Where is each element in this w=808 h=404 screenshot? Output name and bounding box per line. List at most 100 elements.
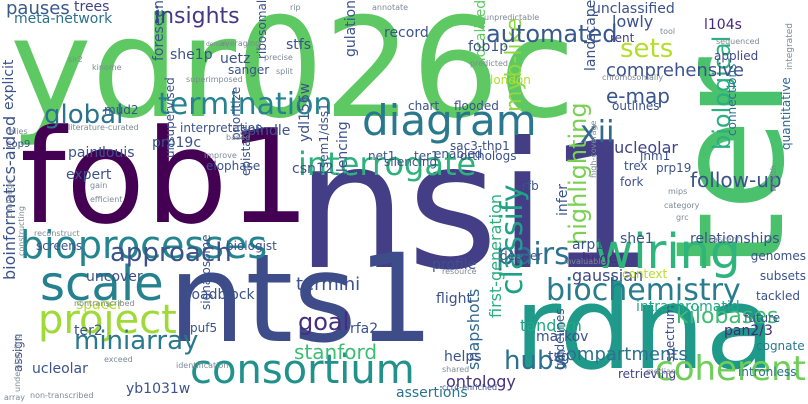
word-split: split bbox=[276, 67, 293, 76]
word-nsi1: nsi1 bbox=[296, 106, 659, 309]
word-future: future bbox=[744, 311, 781, 325]
word-mips: mips bbox=[668, 187, 688, 196]
word-tandem: tandem bbox=[520, 316, 582, 335]
word-deeper: deeper bbox=[500, 249, 543, 263]
word-integrated: integrated bbox=[785, 23, 795, 70]
word-ontology: ontology bbox=[446, 372, 516, 391]
word-compartments: compartments bbox=[556, 344, 688, 365]
word-exceed: exceed bbox=[104, 355, 133, 364]
word-spindle: spindle bbox=[240, 123, 291, 139]
word-jnm1: jnm1 bbox=[640, 149, 671, 163]
word-ccr4-enriched: ccr4-enriched bbox=[442, 383, 498, 392]
word-literature-curated: literature-curated bbox=[68, 123, 139, 132]
word-assertions: assertions bbox=[396, 385, 468, 401]
word-goal: goal bbox=[298, 308, 350, 336]
word-connections: connections bbox=[725, 63, 739, 136]
word-cop9: cop9 bbox=[6, 139, 31, 150]
word-cognate: cognate bbox=[756, 339, 805, 353]
word-subsets: subsets bbox=[759, 269, 806, 283]
word-array: array bbox=[4, 393, 25, 402]
word-bioprocesses: bioprocesses bbox=[20, 223, 268, 267]
word-hubs: hubs bbox=[504, 346, 568, 376]
word-biochemistry: biochemistry bbox=[546, 273, 741, 308]
word-trex: trex bbox=[624, 159, 648, 173]
word-silencing: silencing bbox=[384, 155, 438, 169]
word-non-transcribed: non-transcribed bbox=[30, 391, 94, 400]
word-ydl156w: ydl156w bbox=[297, 82, 313, 142]
word-elophase: elophase bbox=[206, 159, 261, 173]
word-category: category bbox=[664, 201, 700, 210]
word-kilobases: kilobases bbox=[676, 304, 779, 329]
word-pan2-3: pan2/3 bbox=[724, 323, 773, 339]
word-enabled: enabled bbox=[434, 147, 483, 161]
word-tsg: tsg bbox=[548, 349, 570, 365]
word-yb1031w: yb1031w bbox=[126, 381, 191, 397]
word-miniarray: miniarray bbox=[74, 326, 199, 356]
word-challenge: challenge bbox=[5, 179, 14, 218]
word-wiring: wiring bbox=[594, 224, 741, 280]
word-invaluable: invaluable bbox=[564, 257, 606, 266]
word-chromosomally: chromosomally bbox=[602, 73, 664, 82]
word-improve: improve bbox=[204, 151, 237, 160]
word-ter1: ter1 bbox=[414, 149, 439, 163]
word-louis: louis bbox=[102, 145, 135, 161]
word-sanger: sanger bbox=[228, 63, 270, 77]
word-wealth: wealth bbox=[769, 165, 778, 192]
word-lowly: lowly bbox=[612, 12, 654, 31]
word-termination: termination bbox=[158, 87, 333, 122]
word-averaging: averaging bbox=[220, 39, 261, 48]
word-spacer: spacer bbox=[76, 297, 123, 313]
word-screens: screens bbox=[36, 239, 83, 253]
word-rent: rent bbox=[610, 31, 635, 45]
word-outlines: outlines bbox=[612, 99, 660, 113]
word-high-coverage: high-coverage bbox=[589, 120, 598, 178]
word-csn12: csn12 bbox=[292, 161, 334, 177]
word-paint: paint bbox=[68, 145, 104, 161]
word-record: record bbox=[384, 25, 429, 41]
word-she1p: she1p bbox=[170, 47, 213, 63]
word-grc: grc bbox=[676, 213, 689, 222]
word-biologist: biologist bbox=[226, 239, 277, 253]
word-median: median bbox=[646, 367, 676, 376]
word-nucleolar: nucleolar bbox=[604, 138, 678, 157]
word-follow-up: follow-up bbox=[690, 168, 782, 192]
word-applied: applied bbox=[714, 49, 759, 63]
word-stanford: stanford bbox=[294, 340, 378, 364]
word-ter2: ter2 bbox=[74, 323, 103, 339]
word-diagram: diagram bbox=[362, 96, 537, 145]
word-understanding: understanding bbox=[13, 333, 22, 392]
word-consortium: consortium bbox=[190, 347, 415, 393]
word-uetz: uetz bbox=[220, 51, 251, 67]
word-mud2: mud2 bbox=[104, 103, 139, 117]
word-gulation: gulation bbox=[343, 0, 359, 58]
word-ilencing: ilencing bbox=[335, 121, 351, 176]
word-precise: precise bbox=[264, 53, 293, 62]
word-relationships: relationships bbox=[690, 231, 780, 247]
word-coherent: coherent bbox=[655, 349, 806, 389]
word-fob1p: fob1p bbox=[468, 39, 509, 55]
word-rdna: rdna bbox=[514, 262, 776, 396]
word-xii: xii bbox=[580, 115, 615, 150]
word-unsupervised: unsupervised bbox=[163, 77, 177, 158]
word-e-map: e-map bbox=[606, 84, 670, 108]
word-pairs: pairs bbox=[496, 237, 570, 272]
word-annotate: annotate bbox=[372, 3, 409, 12]
word-she1: she1 bbox=[620, 231, 654, 247]
word-efficient: efficient bbox=[90, 195, 123, 204]
word-sequenced: sequenced bbox=[716, 37, 760, 46]
word-foreseen: foreseen bbox=[151, 0, 167, 61]
word-explicit: explicit bbox=[1, 59, 17, 110]
word-unpredictable: unpredictable bbox=[484, 13, 540, 22]
word-prp19c: prp19c bbox=[152, 135, 202, 151]
word-genomes: genomes bbox=[750, 249, 806, 263]
word-trees: trees bbox=[74, 0, 110, 15]
word-ucleolar: ucleolar bbox=[32, 361, 88, 377]
word-tackled: tackled bbox=[756, 289, 800, 303]
word-fork: fork bbox=[620, 175, 644, 189]
word-quantitative: quantitative bbox=[779, 77, 793, 150]
word-orthologs: orthologs bbox=[460, 149, 517, 163]
word-sets: sets bbox=[620, 34, 674, 64]
word-sem1-dss1: sem1/dss1 bbox=[317, 103, 331, 168]
word-expert: expert bbox=[66, 167, 112, 183]
